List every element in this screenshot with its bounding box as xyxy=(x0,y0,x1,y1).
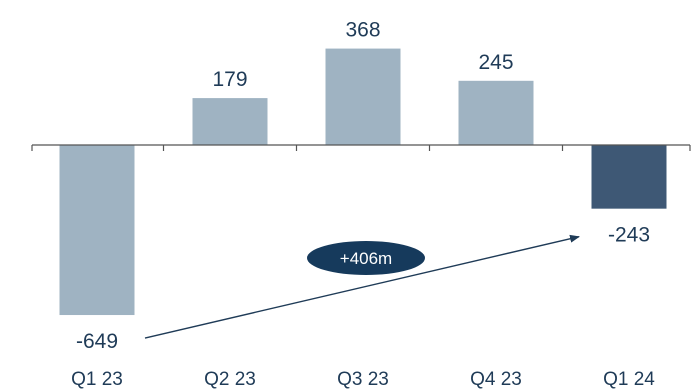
category-label-3: Q4 23 xyxy=(470,369,522,390)
value-labels: -649 179 368 245 -243 xyxy=(76,19,650,353)
bar-2 xyxy=(325,48,401,145)
category-label-1: Q2 23 xyxy=(204,369,256,390)
x-axis xyxy=(31,144,691,151)
bars-layer xyxy=(59,48,667,316)
change-badge xyxy=(307,241,425,275)
change-badge-text: +406m xyxy=(340,249,392,268)
change-annotation: +406m xyxy=(144,234,580,339)
value-label-3: 245 xyxy=(478,51,513,74)
category-label-2: Q3 23 xyxy=(337,369,389,390)
change-arrow xyxy=(144,234,580,339)
bar-4 xyxy=(591,145,667,209)
value-label-4: -243 xyxy=(608,224,650,247)
tick-labels: Q1 23 Q2 23 Q3 23 Q4 23 Q1 24 xyxy=(71,369,655,390)
bar-1 xyxy=(192,98,268,145)
value-label-2: 368 xyxy=(345,19,380,42)
category-label-4: Q1 24 xyxy=(603,369,655,390)
bar-0 xyxy=(59,145,135,316)
value-label-1: 179 xyxy=(212,68,247,91)
bar-3 xyxy=(458,80,534,145)
value-label-0: -649 xyxy=(76,330,118,353)
category-label-0: Q1 23 xyxy=(71,369,123,390)
